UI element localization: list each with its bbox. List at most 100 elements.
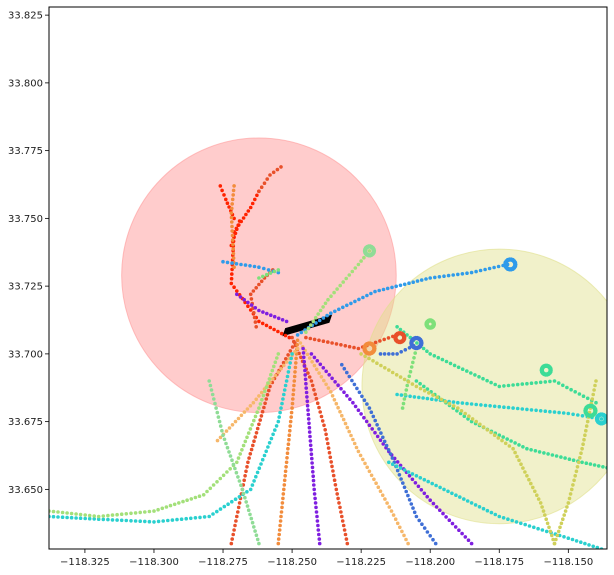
- track-point: [372, 477, 376, 482]
- track-point: [317, 318, 322, 323]
- track-point: [152, 520, 156, 524]
- track-point: [414, 514, 419, 519]
- track-point: [385, 286, 390, 291]
- track-point: [314, 367, 319, 372]
- track-point: [348, 397, 352, 402]
- track-point: [272, 327, 276, 332]
- track-point: [233, 523, 237, 528]
- track-point: [398, 327, 403, 332]
- track-point: [231, 251, 236, 256]
- loop-6: [583, 403, 598, 418]
- track-point: [168, 503, 173, 508]
- track-point: [373, 340, 378, 345]
- track-point: [240, 487, 245, 492]
- region-layer: [121, 137, 607, 525]
- track-point: [406, 470, 411, 474]
- track-point: [481, 376, 485, 381]
- track-point: [407, 346, 412, 350]
- track-point: [525, 381, 529, 386]
- track-point: [469, 541, 474, 546]
- track-point: [230, 233, 235, 238]
- track-point: [568, 492, 573, 496]
- track-point: [341, 523, 346, 528]
- track-point: [593, 383, 597, 388]
- track-point: [326, 340, 330, 344]
- track-point: [565, 505, 569, 509]
- track-point: [243, 495, 247, 500]
- track-point: [266, 445, 270, 449]
- y-tick-label: 33.800: [8, 78, 43, 89]
- track-point: [378, 352, 383, 356]
- track-point: [595, 545, 600, 549]
- x-tick-label: −118.225: [336, 557, 386, 568]
- track-point: [331, 469, 335, 473]
- track-point: [308, 443, 313, 448]
- track-point: [271, 432, 275, 437]
- track-point: [527, 477, 531, 482]
- track-point: [485, 508, 490, 513]
- track-point: [552, 541, 557, 546]
- track-point: [583, 541, 587, 546]
- track-point: [235, 289, 239, 293]
- track-point: [60, 510, 65, 515]
- track-point: [252, 418, 256, 423]
- track-point: [417, 518, 422, 523]
- track-point: [251, 443, 255, 448]
- track-point: [293, 365, 298, 370]
- track-point: [245, 465, 249, 469]
- track-point: [237, 219, 242, 223]
- track-point: [395, 352, 399, 356]
- track-point: [254, 325, 258, 329]
- x-tick-label: −118.300: [129, 557, 179, 568]
- track-point: [261, 310, 265, 314]
- track-point: [106, 513, 110, 518]
- track-point: [310, 456, 314, 461]
- track-point: [375, 423, 379, 427]
- track-point: [425, 387, 430, 391]
- track-point: [345, 370, 349, 375]
- track-point: [234, 470, 239, 475]
- track-point: [281, 397, 285, 401]
- track-point: [324, 369, 329, 374]
- track-point: [207, 514, 211, 519]
- track-point: [283, 333, 288, 338]
- track-point: [561, 411, 566, 415]
- track-point: [525, 446, 529, 451]
- track-point: [282, 363, 286, 368]
- track-point: [379, 363, 383, 368]
- track-point: [225, 201, 230, 205]
- track-point: [292, 379, 297, 383]
- track-point: [262, 453, 267, 458]
- track-point: [511, 446, 515, 451]
- track-point: [312, 483, 316, 487]
- track-point: [257, 406, 261, 410]
- track-point: [585, 419, 590, 424]
- track-point: [488, 404, 492, 408]
- track-point: [302, 359, 307, 364]
- track-point: [245, 504, 250, 508]
- track-point: [257, 541, 261, 546]
- track-point: [295, 338, 300, 343]
- track-point: [347, 374, 352, 379]
- track-point: [492, 404, 497, 409]
- track-point: [242, 410, 247, 414]
- track-point: [239, 413, 244, 418]
- track-point: [235, 292, 239, 297]
- track-point: [394, 373, 399, 377]
- track-point: [321, 366, 326, 370]
- track-point: [289, 356, 294, 361]
- track-point: [306, 408, 310, 412]
- track-point: [496, 436, 501, 440]
- track-point: [259, 390, 264, 395]
- track-point: [326, 386, 331, 390]
- track-point: [324, 432, 328, 437]
- track-point: [344, 537, 349, 541]
- track-point: [413, 351, 418, 355]
- track-point: [277, 415, 282, 419]
- track-point: [390, 456, 395, 460]
- track-point: [390, 285, 394, 290]
- x-tick-label: −118.325: [60, 557, 110, 568]
- track-point: [369, 473, 374, 478]
- track-point: [402, 377, 407, 382]
- track-point: [241, 216, 246, 220]
